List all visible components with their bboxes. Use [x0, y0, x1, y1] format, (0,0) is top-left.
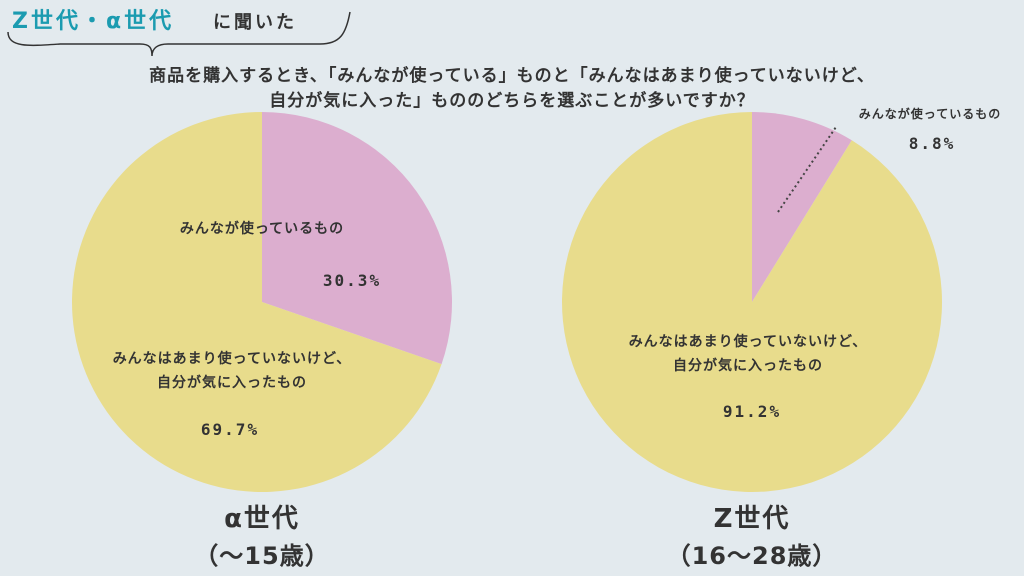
slice-label-alpha-0: みんなが使っているもの — [180, 220, 344, 237]
chart-subtitle-alpha: （〜15歳） — [194, 542, 329, 570]
pie-slice-alpha-1 — [72, 112, 442, 492]
pie-slice-alpha-0 — [262, 112, 453, 365]
slice-value-z-0: 8.8% — [909, 134, 956, 153]
slice-label-alpha-1-line2: 自分が気に入ったもの — [157, 374, 307, 391]
header-tag: Z世代・α世代 に聞いた — [7, 9, 351, 57]
header-underline — [7, 11, 351, 57]
chart-subtitle-z: （16〜28歳） — [667, 542, 838, 570]
slice-label-z-1-line2: 自分が気に入ったもの — [673, 357, 823, 374]
slice-value-z-1: 91.2% — [723, 402, 781, 421]
question-line-2: 自分が気に入った」もののどちらを選ぶことが多いですか？ — [269, 90, 755, 111]
slice-label-alpha-1-line1: みんなはあまり使っていないけど、 — [113, 350, 352, 367]
pie-chart-z — [562, 112, 942, 492]
leader-line-z — [777, 126, 837, 213]
question-line-1: 商品を購入するとき、「みんなが使っている」ものと「みんなはあまり使っていないけど… — [149, 65, 875, 86]
slice-label-z-0: みんなが使っているもの — [859, 106, 1001, 121]
slice-value-alpha-1: 69.7% — [201, 420, 259, 439]
slice-label-z-1-line1: みんなはあまり使っていないけど、 — [629, 333, 868, 350]
slice-value-alpha-0: 30.3% — [323, 271, 381, 290]
header-tag-plain: に聞いた — [213, 12, 297, 33]
header-tag-accent: Z世代・α世代 — [12, 9, 174, 34]
chart-title-alpha: α世代 — [224, 504, 300, 534]
chart-title-z: Z世代 — [714, 504, 791, 534]
pie-chart-alpha — [72, 112, 453, 492]
pie-slice-z-0 — [752, 112, 852, 302]
pie-slice-z-1 — [562, 112, 942, 492]
